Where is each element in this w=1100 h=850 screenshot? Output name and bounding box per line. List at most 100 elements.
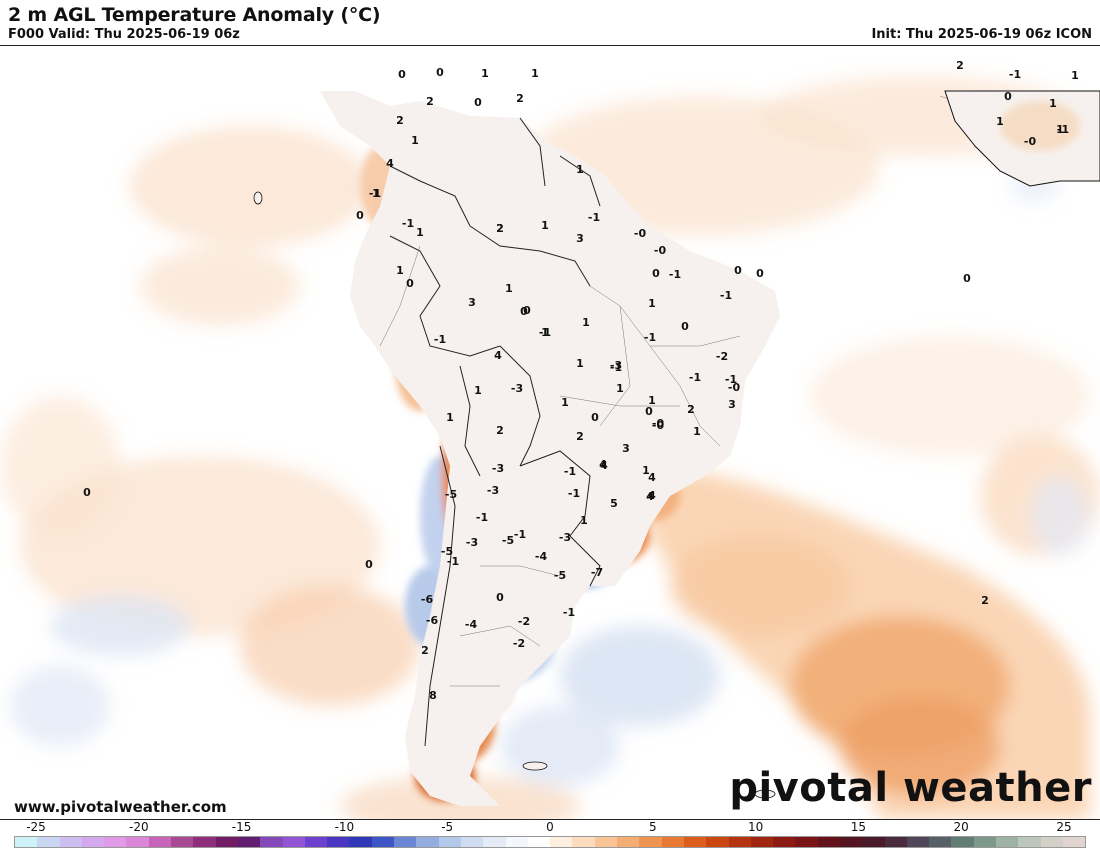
colorbar-swatch (1018, 837, 1041, 847)
anomaly-value-label: 1 (648, 297, 656, 310)
anomaly-value-label: 0 (406, 277, 414, 290)
anomaly-value-label: 0 (756, 267, 764, 280)
colorbar-swatch (304, 837, 328, 847)
anomaly-value-label: 1 (576, 163, 584, 176)
anomaly-value-label: -1 (644, 331, 656, 344)
colorbar-swatch (817, 837, 840, 847)
anomaly-value-label: 4 (386, 157, 394, 170)
colorbar-swatch (906, 837, 930, 847)
colorbar-tick-label: 10 (747, 820, 764, 834)
anomaly-value-label: -3 (487, 484, 499, 497)
colorbar-swatch (81, 837, 105, 847)
colorbar-swatch (327, 837, 350, 847)
colorbar-swatch (728, 837, 751, 847)
anomaly-value-label: -3 (466, 536, 478, 549)
anomaly-value-label: 1 (411, 134, 419, 147)
country-borders (389, 117, 601, 747)
anomaly-value-label: -1 (434, 333, 446, 346)
colorbar-swatch (773, 837, 796, 847)
anomaly-value-label: -6 (421, 593, 434, 606)
anomaly-value-label: 2 (496, 222, 504, 235)
colorbar-tick-label: -25 (26, 820, 46, 834)
anomaly-value-label: 4 (646, 490, 654, 503)
anomaly-value-label: -5 (502, 534, 514, 547)
colorbar-ticks: -25 -20 -15 -10 -5 0 5 10 15 20 25 (14, 820, 1086, 834)
colorbar-swatch (438, 837, 461, 847)
colorbar-tick-label: -15 (231, 820, 252, 834)
anomaly-value-label: 4 (648, 471, 656, 484)
anomaly-value-label: 1 (396, 264, 404, 277)
anomaly-value-label: -1 (447, 555, 459, 568)
colorbar-swatch (505, 837, 528, 847)
anomaly-value-label: 0 (652, 267, 660, 280)
colorbar-tick-label: 25 (1056, 820, 1072, 834)
anomaly-value-label: 0 (365, 558, 373, 571)
anomaly-value-label: -3 (492, 462, 504, 475)
anomaly-value-label: 2 (396, 114, 404, 127)
anomaly-value-label: 4 (648, 489, 656, 502)
colorbar-swatch (483, 837, 506, 847)
colorbar-swatch (1062, 837, 1086, 847)
anomaly-value-label: 0 (436, 66, 444, 79)
colorbar-swatch (215, 837, 238, 847)
anomaly-value-label: -5 (445, 488, 457, 501)
colorbar-swatch (349, 837, 372, 847)
anomaly-value-label: -0 (1024, 135, 1037, 148)
colorbar-swatch (126, 837, 149, 847)
colorbar-tick-label: -5 (441, 820, 454, 834)
map-panel[interactable]: 0 0 1 1 2 0 2 2 1 4 1 -1 2 0 1 2 1 1 -1 0 1 3 0 -0 -0 0 0 1 0 -1 0 -1 1 3… (0, 45, 1100, 820)
colorbar-swatch (104, 837, 127, 847)
anomaly-value-label: 2 (426, 95, 434, 108)
anomaly-value-label: -2 (513, 637, 525, 650)
colorbar-swatch (1040, 837, 1063, 847)
colorbar-tick-label: -10 (334, 820, 355, 834)
colorbar-swatch (839, 837, 863, 847)
anomaly-value-label: 0 (734, 264, 742, 277)
colorbar-tick-label: 5 (648, 820, 657, 834)
anomaly-value-label: 1 (996, 115, 1004, 128)
anomaly-value-label: -5 (554, 569, 566, 582)
anomaly-value-label: 1 (582, 316, 590, 329)
anomaly-value-label: 1 (616, 382, 624, 395)
anomaly-value-label: 2 (496, 424, 504, 437)
anomaly-value-label: -3 (610, 359, 622, 372)
colorbar-swatch (15, 837, 38, 847)
colorbar-swatch (193, 837, 216, 847)
colorbar-swatch (706, 837, 729, 847)
anomaly-value-label: 3 (468, 296, 476, 309)
anomaly-value-label: -2 (716, 350, 728, 363)
website-label[interactable]: www.pivotalweather.com (14, 798, 227, 816)
colorbar-swatch (59, 837, 82, 847)
colorbar-swatch (951, 837, 974, 847)
anomaly-value-label: -5 (441, 545, 453, 558)
anomaly-value-label: 3 (576, 232, 584, 245)
anomaly-value-label: 1 (1056, 123, 1064, 136)
anomaly-value-label: 0 (356, 209, 364, 222)
anomaly-value-label: -1 (369, 187, 381, 200)
colorbar-swatch (550, 837, 573, 847)
colorbar-swatch (996, 837, 1019, 847)
anomaly-value-label: 5 (610, 497, 618, 510)
colorbar-swatch (416, 837, 439, 847)
anomaly-value-label: 1 (580, 514, 588, 527)
colorbar-swatch (394, 837, 417, 847)
anomaly-value-label: 0 (963, 272, 971, 285)
colorbar-swatch (371, 837, 395, 847)
anomaly-value-label: 1 (474, 384, 482, 397)
anomaly-value-label: 0 (83, 486, 91, 499)
colorbar-swatch (639, 837, 662, 847)
anomaly-value-label: -1 (568, 487, 580, 500)
anomaly-value-label: 4 (600, 459, 608, 472)
anomaly-value-label: -1 (610, 361, 622, 374)
colorbar-swatch (572, 837, 595, 847)
anomaly-value-label: -0 (634, 227, 647, 240)
islands (253, 191, 776, 799)
anomaly-value-label: -1 (539, 326, 551, 339)
anomaly-value-label: 1 (416, 226, 424, 239)
anomaly-value-label: -2 (518, 615, 530, 628)
anomaly-value-label: -3 (559, 531, 571, 544)
colorbar-swatch (884, 837, 907, 847)
anomaly-value-label: 1 (1071, 69, 1079, 82)
anomaly-value-label: -1 (476, 511, 488, 524)
